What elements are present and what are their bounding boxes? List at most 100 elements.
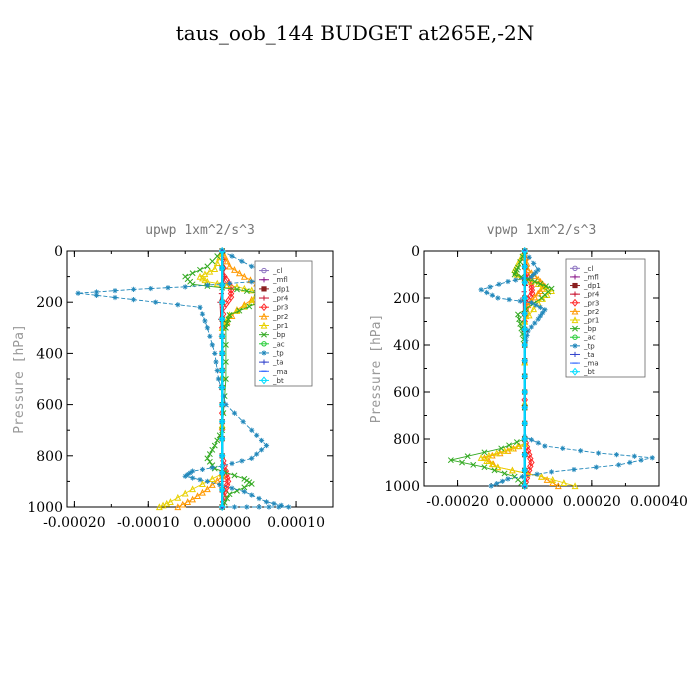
- series-marker: [528, 324, 535, 330]
- series-marker: [276, 504, 282, 510]
- series-marker: [531, 293, 539, 301]
- series-marker: [549, 479, 557, 486]
- series-marker: [93, 292, 100, 298]
- series-marker: [521, 482, 528, 490]
- series-marker: [521, 294, 528, 302]
- series-marker: [204, 455, 211, 462]
- series-marker: [218, 503, 226, 511]
- series-pr2: [481, 247, 562, 490]
- x-tick-label: 0.00010: [267, 515, 325, 531]
- series-marker: [179, 500, 187, 508]
- series-marker: [227, 289, 235, 298]
- series-marker: [505, 278, 511, 285]
- series-marker: [235, 269, 243, 277]
- series-marker: [496, 449, 504, 457]
- legend-marker: [260, 321, 268, 329]
- series-marker: [203, 485, 211, 493]
- series-marker: [508, 466, 516, 474]
- series-marker: [213, 279, 221, 287]
- series-marker: [616, 462, 622, 468]
- series-marker: [218, 400, 226, 409]
- legend-marker: [571, 316, 579, 324]
- series-marker: [229, 485, 235, 491]
- legend-marker: [261, 267, 267, 274]
- series-bt: [218, 247, 226, 511]
- series-marker: [517, 298, 523, 304]
- series-marker: [523, 337, 529, 343]
- series-marker: [223, 402, 229, 408]
- series-marker: [206, 267, 214, 275]
- legend-entry: _cl: [583, 265, 593, 273]
- legend-entry: _pr3: [272, 304, 288, 312]
- series-marker: [517, 320, 524, 327]
- series-marker: [491, 467, 498, 474]
- series-marker: [521, 372, 528, 381]
- series-marker: [488, 483, 494, 489]
- series-marker: [263, 442, 270, 449]
- series-marker: [494, 481, 500, 487]
- series-marker: [258, 437, 265, 444]
- series-marker: [254, 432, 260, 438]
- series-marker: [248, 481, 255, 487]
- y-tick-label: 800: [393, 432, 420, 448]
- series-marker: [470, 461, 477, 468]
- series-marker: [209, 465, 215, 471]
- legend-marker: [261, 350, 267, 356]
- series-marker: [222, 324, 229, 331]
- series-marker: [229, 460, 235, 467]
- series-marker: [249, 263, 255, 269]
- series-marker: [175, 302, 181, 308]
- legend-marker: [572, 343, 578, 349]
- legend-marker: [572, 334, 578, 340]
- series-marker: [225, 316, 232, 323]
- legend-marker: [572, 351, 578, 358]
- y-tick-label: 400: [393, 338, 420, 354]
- series-marker: [218, 434, 226, 443]
- series-marker: [521, 278, 528, 287]
- series-marker: [218, 315, 226, 324]
- series-marker: [638, 457, 644, 463]
- series-marker: [263, 499, 270, 505]
- series-marker: [499, 478, 505, 484]
- legend-entry: _tp: [583, 342, 595, 350]
- series-marker: [148, 285, 154, 292]
- series-marker: [181, 489, 189, 497]
- series-marker: [506, 442, 513, 449]
- series-marker: [224, 495, 231, 502]
- series-marker: [211, 265, 219, 273]
- legend-marker: [261, 286, 267, 292]
- series-marker: [481, 454, 488, 461]
- series-marker: [130, 297, 137, 303]
- legend-entry: _pr4: [583, 291, 600, 299]
- legend: _cl_mfl_dp1_pr4_pr3_pr2_pr1_bp_ac_tp_ta_…: [254, 260, 313, 387]
- x-tick-label: -0.00020: [43, 515, 106, 531]
- series-marker: [218, 417, 226, 426]
- legend-entry: _pr2: [583, 308, 599, 316]
- series-line: [159, 250, 260, 508]
- series-marker: [189, 270, 196, 277]
- series-marker: [481, 449, 488, 456]
- series-marker: [209, 342, 215, 348]
- series-marker: [493, 449, 501, 457]
- x-tick-label: 0.00000: [496, 494, 554, 510]
- series-marker: [543, 283, 549, 290]
- series-marker: [243, 288, 250, 295]
- series-marker: [197, 304, 203, 310]
- series-marker: [202, 318, 208, 324]
- legend-marker: [572, 282, 578, 289]
- series-marker: [513, 277, 519, 283]
- series-marker: [515, 311, 521, 318]
- series-bp: [182, 248, 270, 510]
- series-marker: [231, 410, 238, 416]
- series-marker: [196, 272, 204, 280]
- series-marker: [224, 320, 231, 327]
- legend-entry: _bt: [583, 368, 595, 376]
- series-marker: [483, 457, 491, 465]
- series-marker: [199, 480, 206, 488]
- legend-entry: _bp: [272, 331, 286, 339]
- series-marker: [220, 393, 226, 399]
- series-marker: [477, 454, 485, 461]
- series-line: [177, 250, 264, 508]
- series-marker: [526, 254, 532, 260]
